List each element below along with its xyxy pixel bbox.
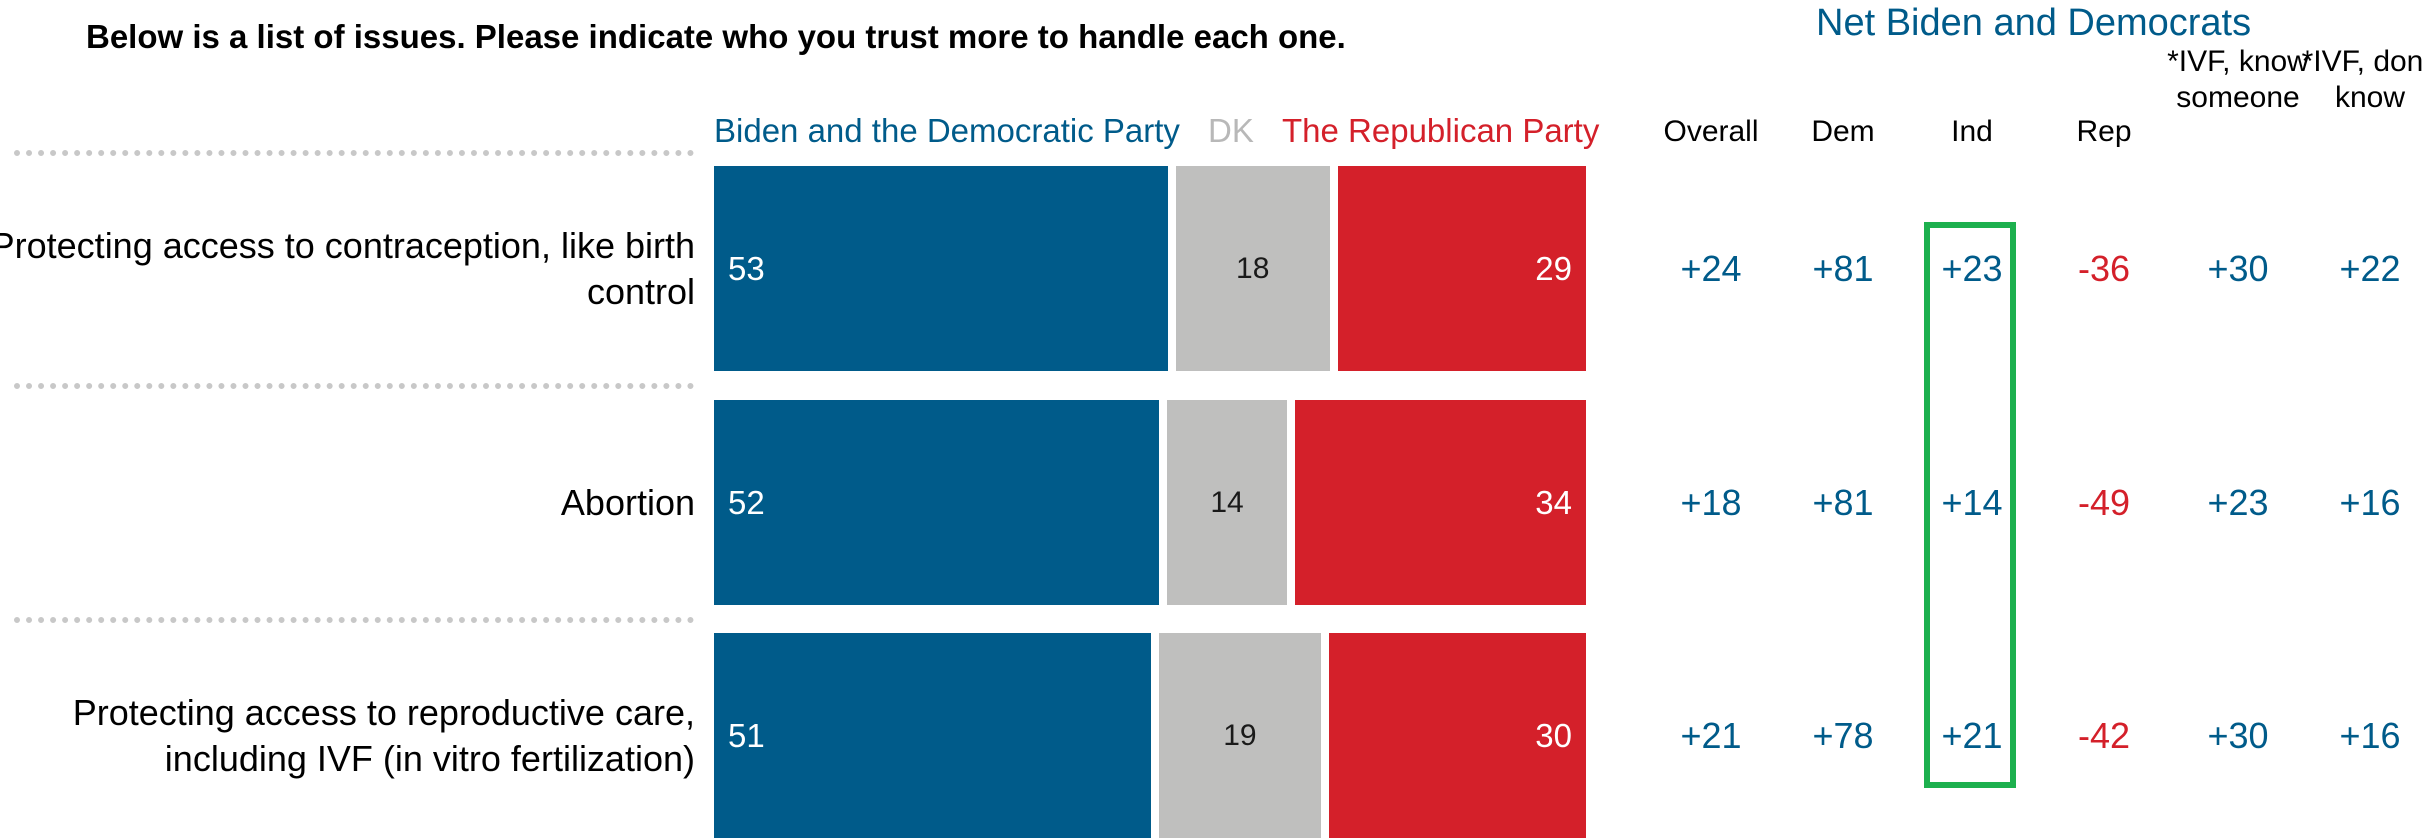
- bar-value-label: 51: [728, 716, 765, 754]
- net-value-rep: -36: [2077, 247, 2131, 289]
- net-value-dem: +81: [1812, 247, 1874, 289]
- net-value-ivf_dont: +16: [2339, 481, 2401, 523]
- net-value-ind: +14: [1941, 481, 2003, 523]
- bar-segment-biden: [714, 633, 1151, 838]
- legend-dk: DK: [1208, 112, 1254, 149]
- net-value-ind: +23: [1941, 247, 2003, 289]
- net-value-overall: +24: [1680, 247, 1742, 289]
- bar-segment-rep: [1294, 400, 1586, 605]
- bar-segment-rep: [1329, 633, 1586, 838]
- bar-segment-dk: [1175, 166, 1330, 371]
- net-col-header-ivf_dont: *IVF, don’t know: [2301, 45, 2425, 114]
- net-value-dem: +81: [1812, 481, 1874, 523]
- net-value-ivf_know: +30: [2207, 247, 2269, 289]
- bar-segment-dk: [1167, 400, 1287, 605]
- legend-biden: Biden and the Democratic Party: [714, 112, 1180, 149]
- net-col-header-rep: Rep: [2076, 115, 2132, 148]
- row-separator: [14, 383, 694, 389]
- net-value-ivf_know: +23: [2207, 481, 2269, 523]
- net-value-rep: -42: [2077, 714, 2131, 756]
- net-col-header-dem: Dem: [1811, 115, 1875, 148]
- bar-value-label: 34: [1535, 483, 1572, 521]
- bar-segment-biden: [714, 400, 1160, 605]
- legend-republican: The Republican Party: [1282, 112, 1600, 149]
- row-separator: [14, 617, 694, 623]
- row-separator: [14, 150, 694, 156]
- net-value-ivf_dont: +16: [2339, 714, 2401, 756]
- net-value-dem: +78: [1812, 714, 1874, 756]
- net-value-ind: +21: [1941, 714, 2003, 756]
- net-value-rep: -49: [2077, 481, 2131, 523]
- question-title: Below is a list of issues. Please indica…: [86, 18, 1346, 55]
- bar-value-label: 30: [1535, 716, 1572, 754]
- bar-value-label: 29: [1535, 249, 1572, 287]
- bar-segment-rep: [1337, 166, 1586, 371]
- net-section-title: Net Biden and Democrats: [1816, 2, 2252, 44]
- net-col-header-ivf_know: *IVF, know someone: [2167, 45, 2309, 114]
- bar-value-label: 14: [1210, 485, 1244, 519]
- net-col-header-overall: Overall: [1663, 115, 1759, 148]
- bar-value-label: 52: [728, 483, 765, 521]
- ind-column-highlight: [1924, 222, 2016, 788]
- net-value-ivf_know: +30: [2207, 714, 2269, 756]
- bar-value-label: 53: [728, 249, 765, 287]
- net-value-overall: +21: [1680, 714, 1742, 756]
- category-label: Protecting access to contraception, like…: [0, 224, 695, 312]
- category-label: Abortion: [560, 481, 695, 523]
- category-label: Protecting access to reproductive care, …: [72, 691, 695, 779]
- net-value-ivf_dont: +22: [2339, 247, 2401, 289]
- bar-value-label: 19: [1223, 718, 1257, 752]
- bar-segment-dk: [1158, 633, 1322, 838]
- bar-segment-biden: [714, 166, 1168, 371]
- bar-value-label: 18: [1236, 251, 1270, 285]
- net-value-overall: +18: [1680, 481, 1742, 523]
- net-col-header-ind: Ind: [1951, 115, 1993, 148]
